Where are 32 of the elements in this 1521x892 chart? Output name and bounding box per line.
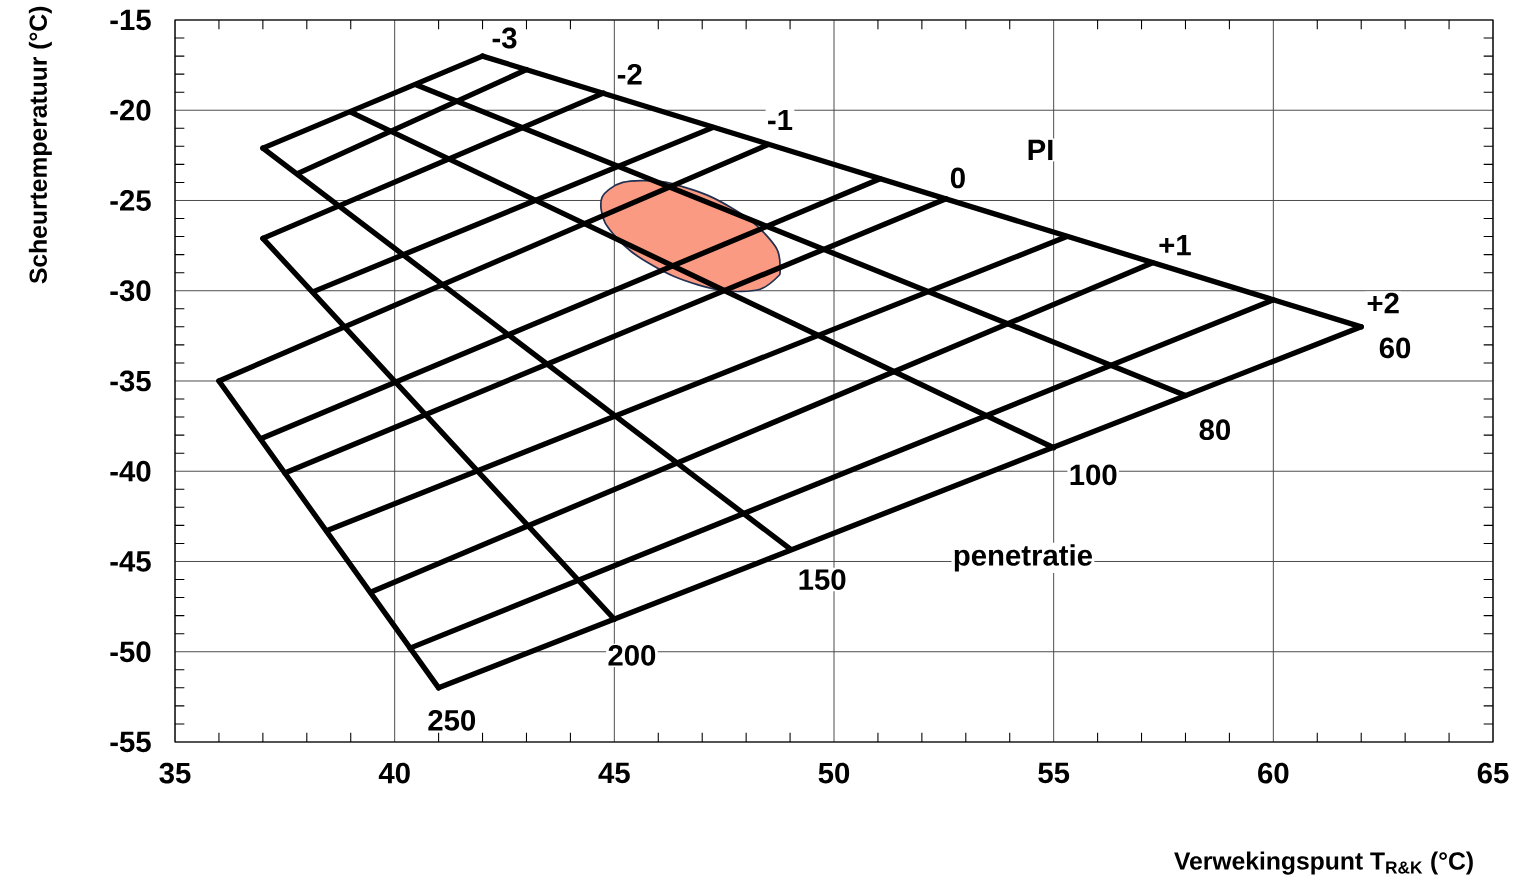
annotation: +2 bbox=[1367, 292, 1399, 314]
annotation: 60 bbox=[1379, 337, 1411, 359]
annotation: penetratie bbox=[954, 544, 1092, 572]
x-axis-title: Verwekingspunt T$_{R&K}$ (°C) bbox=[1174, 851, 1473, 875]
x-tick-label: 50 bbox=[818, 762, 850, 784]
y-tick-label: -30 bbox=[110, 280, 151, 302]
x-tick-label: 65 bbox=[1477, 762, 1509, 784]
x-tick-label: 55 bbox=[1038, 762, 1070, 784]
y-tick-label: -40 bbox=[110, 460, 151, 482]
annotation: PI bbox=[1028, 139, 1053, 161]
annotation: 0 bbox=[950, 167, 965, 189]
annotation: 250 bbox=[428, 709, 476, 731]
y-tick-label: -35 bbox=[110, 370, 151, 392]
y-tick-label: -25 bbox=[110, 190, 151, 211]
y-tick-label: -45 bbox=[110, 551, 151, 572]
y-tick-label: -15 bbox=[110, 9, 151, 31]
annotation: 80 bbox=[1199, 419, 1231, 441]
annotation: +1 bbox=[1159, 234, 1191, 256]
annotation: -3 bbox=[492, 27, 517, 49]
x-tick-label: 35 bbox=[159, 762, 191, 784]
y-tick-label: -55 bbox=[110, 731, 151, 753]
annotation: 200 bbox=[608, 644, 656, 666]
annotation: 150 bbox=[799, 569, 846, 590]
annotation: -2 bbox=[617, 63, 642, 85]
y-tick-label: -20 bbox=[110, 99, 151, 121]
y-axis-title: Scheurtemperatuur (°C) bbox=[28, 6, 52, 284]
x-tick-label: 60 bbox=[1258, 762, 1289, 784]
x-tick-label: 45 bbox=[598, 762, 630, 784]
annotation: -1 bbox=[768, 109, 793, 131]
y-tick-label: -50 bbox=[110, 641, 151, 663]
annotation: 100 bbox=[1070, 464, 1117, 486]
x-tick-label: 40 bbox=[378, 762, 410, 784]
